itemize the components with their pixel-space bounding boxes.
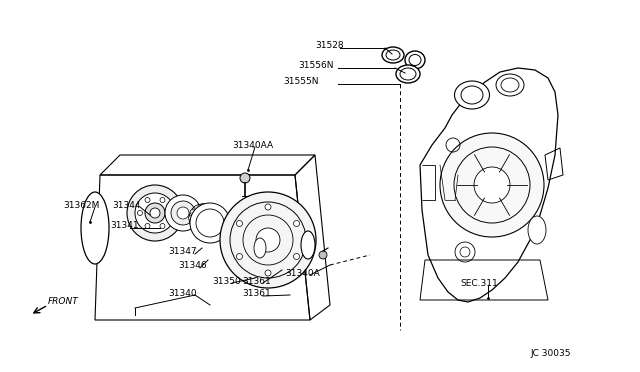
Text: 31361: 31361	[242, 289, 271, 298]
Circle shape	[199, 214, 207, 222]
Circle shape	[200, 203, 205, 208]
Circle shape	[190, 209, 195, 215]
Circle shape	[145, 203, 165, 223]
Ellipse shape	[396, 65, 420, 83]
Ellipse shape	[301, 231, 315, 259]
Circle shape	[145, 224, 150, 228]
Circle shape	[135, 193, 175, 233]
Circle shape	[127, 185, 183, 241]
Circle shape	[190, 203, 230, 243]
Circle shape	[294, 221, 300, 227]
Circle shape	[207, 226, 211, 231]
Text: 31346: 31346	[178, 262, 207, 270]
Circle shape	[211, 221, 216, 227]
Circle shape	[145, 198, 150, 202]
Circle shape	[177, 207, 189, 219]
Circle shape	[160, 198, 165, 202]
Ellipse shape	[409, 55, 421, 65]
Circle shape	[256, 228, 280, 252]
Text: 31362M: 31362M	[63, 201, 99, 209]
Text: 31555N: 31555N	[283, 77, 319, 87]
Circle shape	[160, 224, 165, 228]
Circle shape	[168, 211, 173, 215]
Text: 31556N: 31556N	[298, 61, 333, 71]
Circle shape	[236, 221, 243, 227]
Text: 31528: 31528	[315, 42, 344, 51]
Text: 31340AA: 31340AA	[232, 141, 273, 150]
Circle shape	[211, 209, 216, 215]
Text: 31344: 31344	[112, 201, 141, 209]
Circle shape	[265, 204, 271, 210]
Ellipse shape	[454, 81, 490, 109]
Ellipse shape	[382, 47, 404, 63]
Circle shape	[195, 226, 200, 231]
Circle shape	[171, 201, 195, 225]
Text: 31340: 31340	[168, 289, 196, 298]
Ellipse shape	[386, 50, 400, 60]
Text: 31340A: 31340A	[285, 269, 320, 278]
Circle shape	[240, 173, 250, 183]
Circle shape	[195, 205, 200, 210]
Text: 31341: 31341	[110, 221, 139, 230]
Circle shape	[294, 253, 300, 260]
Circle shape	[165, 195, 201, 231]
Text: 31347: 31347	[168, 247, 196, 257]
Circle shape	[150, 208, 160, 218]
Circle shape	[319, 251, 327, 259]
Circle shape	[189, 204, 217, 232]
Ellipse shape	[81, 192, 109, 264]
Circle shape	[190, 221, 195, 227]
Text: JC 30035: JC 30035	[530, 349, 570, 357]
Circle shape	[200, 228, 205, 232]
Circle shape	[138, 211, 143, 215]
Circle shape	[440, 133, 544, 237]
Circle shape	[474, 167, 510, 203]
Circle shape	[195, 210, 211, 226]
Text: 31361: 31361	[242, 276, 271, 285]
Circle shape	[189, 215, 193, 221]
Ellipse shape	[254, 238, 266, 258]
Circle shape	[236, 253, 243, 260]
Circle shape	[220, 192, 316, 288]
Text: 31350: 31350	[212, 276, 241, 285]
Text: SEC.311: SEC.311	[460, 279, 498, 288]
Circle shape	[207, 205, 211, 210]
Text: FRONT: FRONT	[48, 298, 79, 307]
Circle shape	[212, 215, 218, 221]
Ellipse shape	[400, 68, 416, 80]
Ellipse shape	[405, 51, 425, 69]
Circle shape	[265, 270, 271, 276]
Ellipse shape	[496, 74, 524, 96]
Ellipse shape	[528, 216, 546, 244]
